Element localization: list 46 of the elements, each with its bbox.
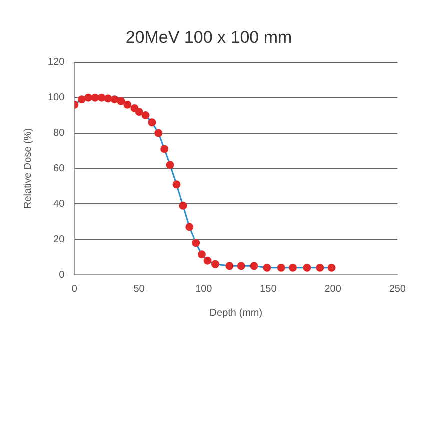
point — [142, 112, 150, 120]
point — [78, 96, 86, 104]
point — [186, 223, 194, 232]
x-tick-label: 200 — [324, 284, 342, 295]
point — [212, 260, 220, 268]
point — [91, 94, 100, 102]
y-axis-title: Relative Dose (%) — [22, 128, 34, 209]
x-tick-label: 50 — [134, 284, 146, 295]
point — [277, 264, 286, 272]
point — [117, 97, 126, 106]
point — [179, 202, 188, 210]
point — [172, 180, 181, 189]
y-tick-label: 100 — [48, 92, 66, 104]
point — [198, 250, 206, 259]
y-tick-label: 80 — [54, 128, 66, 140]
point — [263, 264, 272, 272]
y-tick-label: 40 — [54, 198, 66, 210]
x-tick-label: 100 — [196, 284, 213, 295]
point — [154, 129, 163, 138]
point — [316, 264, 324, 272]
chart-title: 20MeV 100 x 100 mm — [126, 28, 292, 47]
x-tick-label: 0 — [72, 284, 78, 295]
y-tick-label: 60 — [54, 163, 66, 174]
x-axis-title: Depth (mm) — [210, 308, 263, 319]
point — [226, 262, 234, 270]
x-tick-label: 250 — [389, 284, 406, 295]
y-tick-label: 120 — [48, 57, 66, 68]
point — [250, 262, 258, 270]
x-tick-label: 150 — [260, 284, 278, 295]
point — [204, 256, 212, 265]
point — [110, 96, 119, 104]
point — [124, 100, 132, 109]
point — [84, 94, 93, 102]
point — [160, 145, 169, 154]
point — [237, 262, 246, 270]
point — [289, 264, 298, 272]
point — [328, 264, 336, 272]
y-tick-label: 0 — [59, 270, 66, 281]
point — [104, 94, 112, 103]
point — [166, 161, 174, 170]
point — [98, 94, 106, 102]
y-tick-label: 20 — [54, 234, 66, 246]
point — [148, 118, 156, 127]
point — [135, 108, 144, 116]
point — [303, 264, 312, 272]
point — [192, 239, 200, 248]
